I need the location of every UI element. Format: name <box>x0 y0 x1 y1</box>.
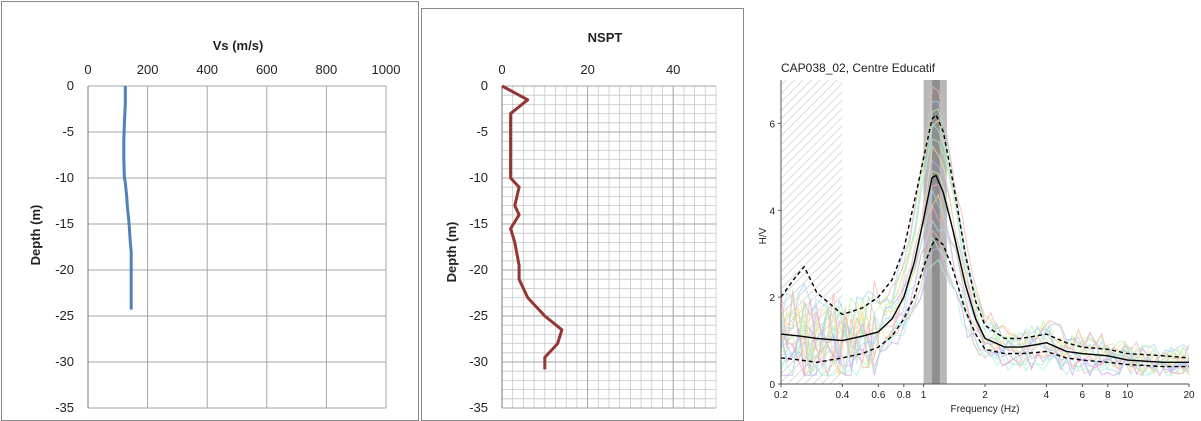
x-tick-label: 40 <box>666 62 680 77</box>
x-tick-label: 200 <box>137 62 159 77</box>
x-tick-label: 0 <box>498 62 505 77</box>
x-tick-label: 600 <box>256 62 278 77</box>
hv-x-tick-label: 8 <box>1105 390 1111 401</box>
hv-x-tick-label: 0.2 <box>774 390 788 401</box>
y-tick-label: 0 <box>67 78 74 93</box>
hv-ylabel: H/V <box>758 227 769 244</box>
y-tick-label: -10 <box>55 170 74 185</box>
y-tick-label: -10 <box>469 170 488 185</box>
hv-title: CAP038_02, Centre Educatif <box>781 61 936 75</box>
y-tick-label: -20 <box>469 262 488 277</box>
hv-x-tick-label: 0.4 <box>835 390 849 401</box>
x-tick-label: 0 <box>84 62 91 77</box>
y-tick-label: -20 <box>55 262 74 277</box>
y-tick-label: -25 <box>55 308 74 323</box>
x-tick-label: 400 <box>196 62 218 77</box>
hv-x-tick-label: 0.8 <box>897 390 911 401</box>
x-tick-label: 1000 <box>372 62 401 77</box>
hv-y-tick-label: 0 <box>769 380 775 391</box>
vs-title: Vs (m/s) <box>213 38 264 53</box>
hv-x-tick-label: 20 <box>1183 390 1195 401</box>
hv-x-tick-label: 4 <box>1044 390 1050 401</box>
y-tick-label: -30 <box>55 354 74 369</box>
nspt-ylabel: Depth (m) <box>444 222 459 283</box>
y-tick-label: -25 <box>469 308 488 323</box>
y-tick-label: -5 <box>62 124 74 139</box>
hv-x-tick-label: 0.6 <box>871 390 885 401</box>
x-tick-label: 800 <box>316 62 338 77</box>
vs-ylabel: Depth (m) <box>28 205 43 266</box>
x-tick-label: 20 <box>580 62 594 77</box>
y-tick-label: -5 <box>476 124 488 139</box>
hv-xlabel: Frequency (Hz) <box>951 404 1020 415</box>
y-tick-label: -35 <box>469 400 488 415</box>
y-tick-label: 0 <box>481 78 488 93</box>
y-tick-label: -15 <box>469 216 488 231</box>
y-tick-label: -30 <box>469 354 488 369</box>
hv-x-tick-label: 1 <box>921 390 927 401</box>
nspt-title: NSPT <box>588 30 623 45</box>
hv-y-tick-label: 4 <box>769 206 775 217</box>
hv-y-tick-label: 2 <box>769 293 775 304</box>
hv-x-tick-label: 2 <box>982 390 988 401</box>
hv-x-tick-label: 6 <box>1080 390 1086 401</box>
hv-x-tick-label: 10 <box>1122 390 1134 401</box>
hv-y-tick-label: 6 <box>769 119 775 130</box>
y-tick-label: -15 <box>55 216 74 231</box>
y-tick-label: -35 <box>55 400 74 415</box>
